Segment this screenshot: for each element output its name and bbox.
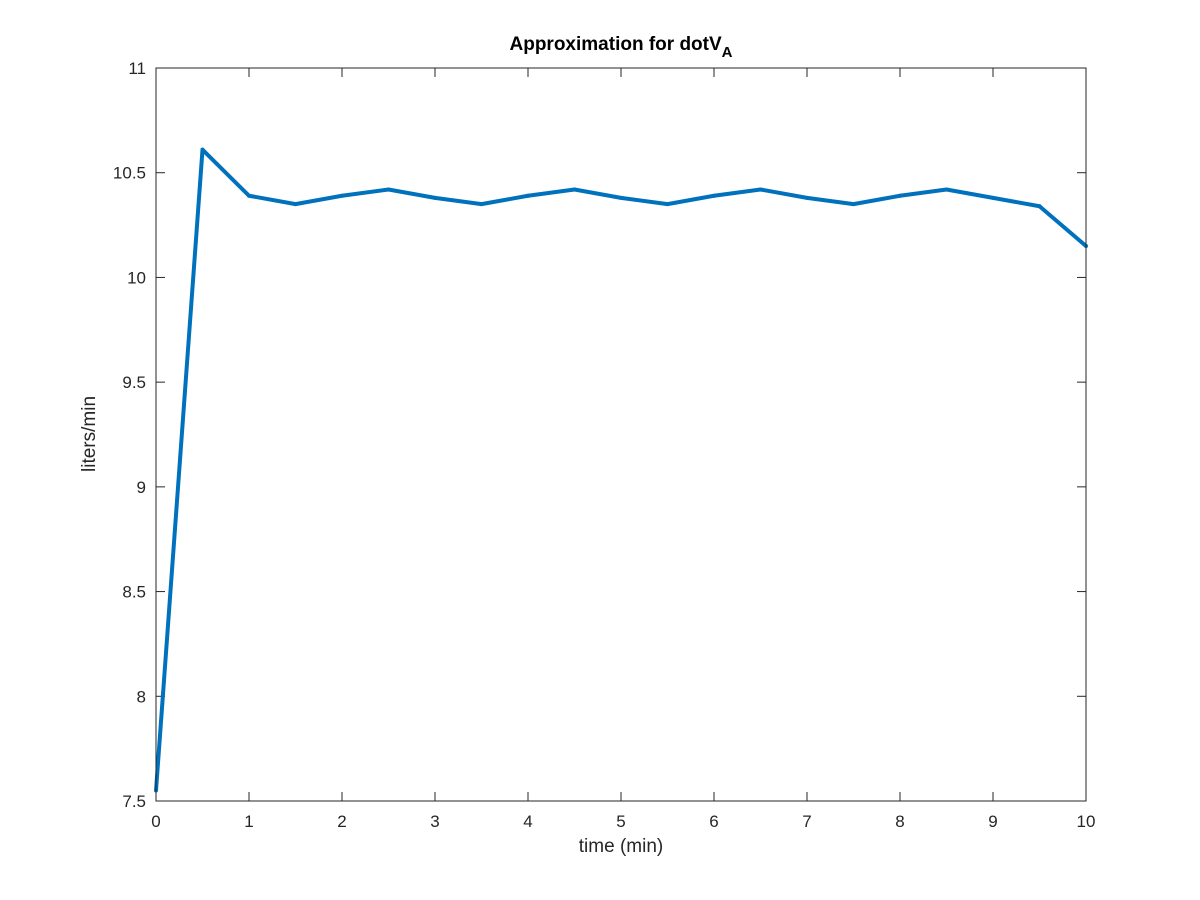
- plot-area: [156, 68, 1086, 801]
- x-tick-label: 5: [616, 812, 625, 831]
- x-tick-label: 6: [709, 812, 718, 831]
- data-point: [665, 202, 670, 207]
- data-point: [386, 187, 391, 192]
- x-tick-label: 9: [988, 812, 997, 831]
- data-point: [526, 193, 530, 198]
- chart-title-text: Approximation for dotV: [510, 34, 722, 55]
- data-point: [340, 193, 344, 198]
- x-tick-label: 7: [802, 812, 811, 831]
- x-tick-label: 4: [523, 812, 532, 831]
- data-point: [619, 195, 623, 200]
- x-tick-label: 2: [337, 812, 346, 831]
- series-layer: [154, 147, 1088, 793]
- y-tick-label: 8: [137, 687, 146, 706]
- x-tick-label: 8: [895, 812, 904, 831]
- x-tick-label: 1: [244, 812, 253, 831]
- y-tick-label: 9.5: [122, 373, 146, 392]
- data-point: [1037, 204, 1042, 209]
- x-axis-label: time (min): [579, 836, 663, 857]
- y-tick-label: 10.5: [113, 164, 146, 183]
- x-tick-label: 10: [1077, 812, 1096, 831]
- y-tick-label: 7.5: [122, 792, 146, 811]
- x-tick-label: 0: [151, 812, 160, 831]
- data-point: [572, 187, 577, 192]
- y-tick-label: 8.5: [122, 583, 146, 602]
- x-tick-label: 3: [430, 812, 439, 831]
- data-point: [851, 202, 856, 207]
- data-point: [712, 193, 716, 198]
- chart-title: Approximation for dotVA: [510, 34, 733, 61]
- x-tick-labels: 0 1 2 3 4 5 6 7 8 9 10: [151, 812, 1095, 831]
- y-tick-label: 9: [137, 478, 146, 497]
- data-point: [433, 195, 437, 200]
- y-tick-label: 11: [128, 59, 146, 78]
- data-point: [898, 193, 902, 198]
- y-tick-labels: 7.5 8 8.5 9 9.5 10 10.5 11: [113, 59, 146, 811]
- data-point: [293, 202, 298, 207]
- data-point: [991, 195, 995, 200]
- y-tick-label: 10: [127, 268, 146, 287]
- chart-title-subscript: A: [722, 44, 733, 61]
- data-point: [805, 195, 809, 200]
- data-point: [200, 147, 205, 152]
- data-point: [758, 187, 763, 192]
- data-point: [944, 187, 949, 192]
- data-point: [247, 193, 251, 198]
- y-axis-label: liters/min: [79, 396, 100, 472]
- plot-frame: [155, 67, 1087, 802]
- data-point: [479, 202, 484, 207]
